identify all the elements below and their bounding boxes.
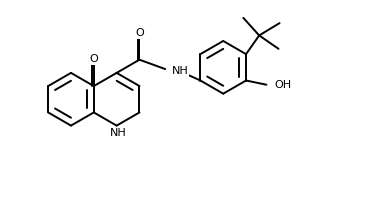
Text: O: O (90, 54, 98, 64)
Text: O: O (135, 28, 144, 38)
Text: NH: NH (171, 66, 188, 76)
Text: OH: OH (274, 80, 291, 90)
Text: NH: NH (110, 128, 127, 138)
